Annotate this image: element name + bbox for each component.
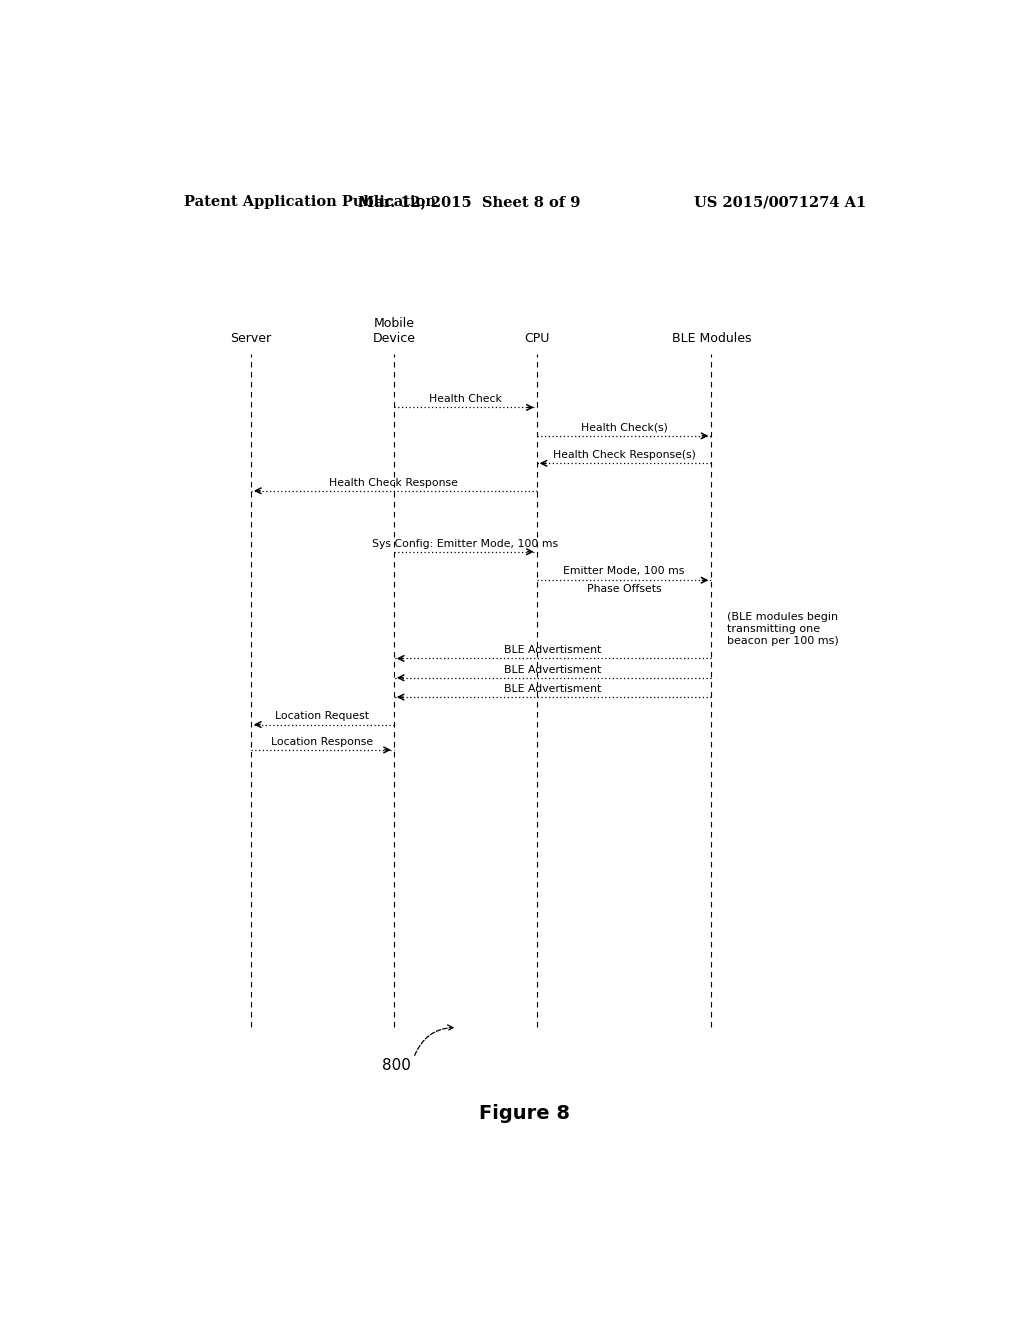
Text: Health Check: Health Check xyxy=(429,395,502,404)
Text: BLE Advertisment: BLE Advertisment xyxy=(504,665,601,675)
Text: (BLE modules begin
transmitting one
beacon per 100 ms): (BLE modules begin transmitting one beac… xyxy=(727,612,839,645)
Text: Phase Offsets: Phase Offsets xyxy=(587,585,662,594)
Text: Sys Config: Emitter Mode, 100 ms: Sys Config: Emitter Mode, 100 ms xyxy=(372,539,558,549)
Text: US 2015/0071274 A1: US 2015/0071274 A1 xyxy=(694,195,866,209)
Text: Server: Server xyxy=(230,333,271,346)
Text: BLE Advertisment: BLE Advertisment xyxy=(504,645,601,656)
Text: BLE Advertisment: BLE Advertisment xyxy=(504,684,601,694)
Text: CPU: CPU xyxy=(524,333,550,346)
Text: Mobile
Device: Mobile Device xyxy=(373,317,416,346)
Text: 800: 800 xyxy=(382,1057,411,1073)
Text: Location Request: Location Request xyxy=(275,711,370,722)
Text: Health Check Response: Health Check Response xyxy=(330,478,459,487)
Text: Health Check(s): Health Check(s) xyxy=(581,422,668,433)
Text: BLE Modules: BLE Modules xyxy=(672,333,751,346)
Text: Location Response: Location Response xyxy=(271,737,374,747)
Text: Patent Application Publication: Patent Application Publication xyxy=(183,195,435,209)
Text: Emitter Mode, 100 ms: Emitter Mode, 100 ms xyxy=(563,566,685,576)
Text: Mar. 12, 2015  Sheet 8 of 9: Mar. 12, 2015 Sheet 8 of 9 xyxy=(358,195,581,209)
Text: Health Check Response(s): Health Check Response(s) xyxy=(553,450,695,461)
Text: Figure 8: Figure 8 xyxy=(479,1105,570,1123)
